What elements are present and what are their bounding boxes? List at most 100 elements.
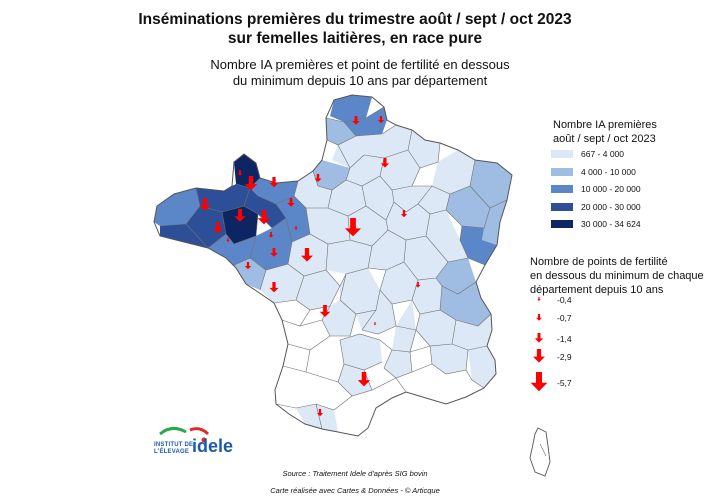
department-44: [440, 282, 491, 326]
fertility-arrow-9: [287, 198, 295, 207]
department-border-9: [417, 185, 447, 215]
department-border-49: [361, 303, 397, 335]
department-22: [306, 208, 350, 244]
legend-ia-label-2: 10 000 - 20 000: [581, 184, 641, 194]
legend-fert-label-2: -1,4: [557, 333, 572, 344]
fertility-arrow-6: [199, 198, 211, 211]
department-48: [322, 300, 356, 336]
logo-small-line-2: L'ÉLEVAGE: [154, 449, 190, 455]
department-border-65: [409, 345, 431, 353]
legend-ia-swatch-3: [551, 202, 573, 211]
fertility-arrow-24: [226, 238, 230, 242]
map-title: Inséminations premières du trimestre aoû…: [0, 10, 710, 48]
department-45: [416, 310, 456, 346]
subtitle-line-1: Nombre IA premières et point de fertilit…: [210, 57, 510, 72]
department-border-4: [407, 142, 441, 169]
department-51: [340, 334, 382, 370]
fertility-arrow-23: [316, 409, 324, 417]
legend-ia-label-3: 20 000 - 30 000: [581, 201, 641, 212]
legend-fert-arrow-3: [533, 349, 545, 363]
department-9: [446, 186, 490, 228]
department-53: [296, 404, 338, 432]
department-29: [222, 206, 258, 244]
department-46: [452, 314, 492, 350]
department-47: [340, 268, 380, 314]
fertility-arrow-16: [244, 262, 252, 270]
department-3: [356, 125, 412, 158]
department-17: [328, 180, 366, 216]
department-border-64: [371, 377, 407, 393]
title-line-2: sur femelles laitières, en race pure: [227, 30, 483, 47]
department-border-16: [327, 185, 367, 217]
department-2: [326, 118, 356, 145]
department-border-13: [337, 144, 351, 169]
department-28: [186, 206, 226, 248]
department-border-67: [305, 349, 311, 373]
department-18: [362, 176, 394, 220]
legend-fert-arrow-2: [534, 333, 544, 343]
department-border-25: [185, 223, 209, 249]
legend-fert-label-3: -2,9: [557, 351, 572, 362]
department-30: [244, 188, 286, 228]
fertility-arrow-2: [380, 158, 390, 168]
department-border-39: [367, 239, 407, 271]
legend-fert-title: Nombre de points de fertilité en dessous…: [530, 255, 704, 297]
legend-fert-title-line-2: en dessous du minimum de chaque: [530, 270, 704, 282]
legend-fert-title-line-1: Nombre de points de fertilité: [530, 256, 668, 268]
department-1: [344, 107, 387, 136]
fertility-arrow-18: [268, 232, 274, 238]
department-border-43: [411, 285, 443, 315]
department-55: [384, 350, 412, 378]
department-border-1: [343, 121, 397, 137]
department-border-60: [429, 345, 469, 375]
department-50: [392, 300, 416, 352]
department-border-41: [435, 277, 477, 295]
source-note: Source : Traitement Idele d'après SIG bo…: [282, 469, 428, 478]
legend-ia-swatch-2: [551, 185, 573, 193]
subtitle-line-2: du minimum depuis 10 ans par département: [232, 73, 488, 88]
fertility-arrow-25: [237, 170, 243, 176]
department-border-63: [465, 369, 485, 389]
department-border-50: [395, 325, 417, 331]
department-border-40: [403, 261, 449, 281]
legend-ia-swatch-4: [551, 220, 573, 228]
legend-fert-arrow-4: [530, 372, 548, 392]
department-border-20: [347, 215, 389, 247]
department-20: [426, 210, 468, 262]
department-fills: [154, 95, 512, 432]
legend-ia-swatch-1: [551, 167, 573, 176]
department-33: [208, 234, 256, 266]
department-41: [436, 258, 476, 294]
logo-mark: [159, 427, 210, 443]
department-12: [418, 186, 450, 214]
department-26: [154, 188, 200, 226]
department-43: [412, 278, 442, 314]
fertility-arrow-3: [244, 176, 258, 191]
department-border-66: [299, 309, 311, 327]
department-13: [392, 186, 432, 212]
legend-ia-label-4: 30 000 - 34 624: [581, 219, 641, 229]
legend-graphics: [530, 297, 548, 392]
department-56: [468, 346, 496, 388]
department-16: [294, 171, 332, 208]
fertility-arrow-22: [357, 372, 371, 387]
fertility-arrow-20: [415, 282, 421, 288]
department-borders: [159, 106, 508, 430]
department-border-34: [259, 269, 267, 291]
department-0: [330, 95, 372, 122]
legend-fert-arrow-1: [536, 314, 542, 321]
department-7: [432, 150, 475, 194]
fertility-arrow-0: [352, 116, 360, 125]
department-19: [386, 202, 430, 240]
department-37: [296, 270, 340, 310]
legend-fert-arrow-0: [537, 297, 541, 301]
fertility-arrow-19: [319, 305, 331, 317]
corsica: [529, 427, 551, 477]
legend-ia-title: Nombre IA premières août / sept / oct 20…: [553, 118, 657, 146]
department-border-53: [339, 339, 383, 371]
department-38: [326, 240, 372, 274]
department-border-5: [411, 159, 476, 195]
credits-note: Carte réalisée avec Cartes & Données - ©…: [270, 486, 440, 495]
department-border-38: [339, 245, 373, 287]
